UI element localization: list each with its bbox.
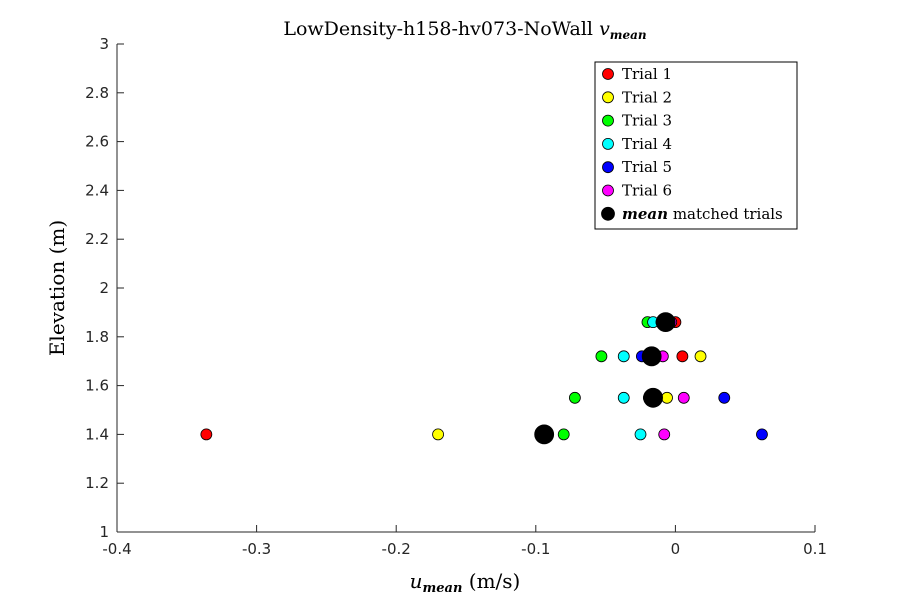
data-point xyxy=(617,391,630,404)
data-points xyxy=(200,312,768,445)
legend-marker xyxy=(602,137,614,150)
y-tick-label: 2.2 xyxy=(85,230,109,248)
x-axis-ticks: -0.4 -0.3 -0.2 -0.1 0 0.1 xyxy=(102,525,827,558)
data-point xyxy=(200,428,213,441)
data-point xyxy=(595,350,608,363)
legend-marker xyxy=(602,184,614,197)
x-axis-label-math: u xyxy=(410,569,423,593)
data-point xyxy=(568,391,581,404)
data-point xyxy=(641,346,662,367)
data-point xyxy=(677,391,690,404)
y-tick-label: 1.6 xyxy=(85,377,109,395)
legend-label-name: Trial 3 xyxy=(622,112,672,130)
legend-label: Trial 4 xyxy=(622,135,672,153)
legend-marker xyxy=(602,161,614,174)
legend-label: Trial 1 xyxy=(622,65,672,83)
legend-marker xyxy=(602,91,614,104)
x-tick-label: -0.1 xyxy=(521,540,550,558)
y-axis-ticks: 1 1.2 1.4 1.6 1.8 2 2.2 2.4 2.6 2.8 3 xyxy=(85,35,124,541)
data-point xyxy=(634,428,647,441)
data-point xyxy=(534,424,555,445)
x-axis-label-math-sub: mean xyxy=(423,581,463,596)
legend-marker xyxy=(602,68,614,80)
legend-label-name: Trial 6 xyxy=(622,182,672,200)
data-point xyxy=(432,428,444,441)
data-point xyxy=(756,428,768,441)
y-tick-label: 1.4 xyxy=(85,425,109,443)
legend-label-name: Trial 5 xyxy=(622,158,672,176)
chart-title-math: v xyxy=(599,18,610,40)
x-tick-label: -0.2 xyxy=(382,540,411,558)
x-axis-label: umean (m/s) xyxy=(410,569,521,596)
data-point xyxy=(661,391,673,404)
legend: Trial 1 Trial 2 Trial 3 Trial 4 Trial 5 Trial… xyxy=(594,61,798,230)
y-tick-label: 2 xyxy=(99,279,109,297)
legend-label-name: Trial 1 xyxy=(622,65,672,83)
data-point xyxy=(658,428,671,441)
legend-marker xyxy=(601,206,615,221)
legend-label-suffix: matched trials xyxy=(668,205,783,223)
legend-marker xyxy=(602,114,614,127)
data-point xyxy=(718,391,731,404)
data-point xyxy=(617,350,630,363)
data-point xyxy=(557,428,570,441)
data-point xyxy=(676,350,689,363)
x-tick-label: 0.1 xyxy=(803,540,827,558)
chart-title-text: LowDensity-h158-hv073-NoWall xyxy=(283,18,599,40)
chart-title-math-sub: mean xyxy=(610,28,647,42)
y-axis-label: Elevation (m) xyxy=(45,220,69,356)
x-tick-label: -0.4 xyxy=(102,540,131,558)
data-point xyxy=(655,312,676,333)
data-point xyxy=(694,350,707,363)
x-tick-label: -0.3 xyxy=(242,540,271,558)
y-tick-label: 2.8 xyxy=(85,84,109,102)
legend-label: Trial 3 xyxy=(622,112,672,130)
x-tick-label: 0 xyxy=(671,540,681,558)
y-tick-label: 2.6 xyxy=(85,133,109,151)
legend-label: mean matched trials xyxy=(622,205,783,223)
legend-label: Trial 2 xyxy=(622,88,672,106)
chart-title: LowDensity-h158-hv073-NoWall vmean xyxy=(283,18,646,42)
y-tick-label: 3 xyxy=(99,35,109,53)
legend-label-name: Trial 2 xyxy=(622,88,672,106)
legend-label: Trial 6 xyxy=(622,182,672,200)
data-point xyxy=(643,387,663,408)
y-tick-label: 2.4 xyxy=(85,181,109,199)
legend-box xyxy=(594,61,798,230)
x-axis-label-unit: (m/s) xyxy=(462,569,520,593)
y-tick-label: 1.2 xyxy=(85,474,109,492)
y-tick-label: 1 xyxy=(99,523,109,541)
legend-label-name: Trial 4 xyxy=(622,135,672,153)
legend-label: Trial 5 xyxy=(622,158,672,176)
legend-label-name: mean xyxy=(622,205,668,223)
y-tick-label: 1.8 xyxy=(85,328,109,346)
